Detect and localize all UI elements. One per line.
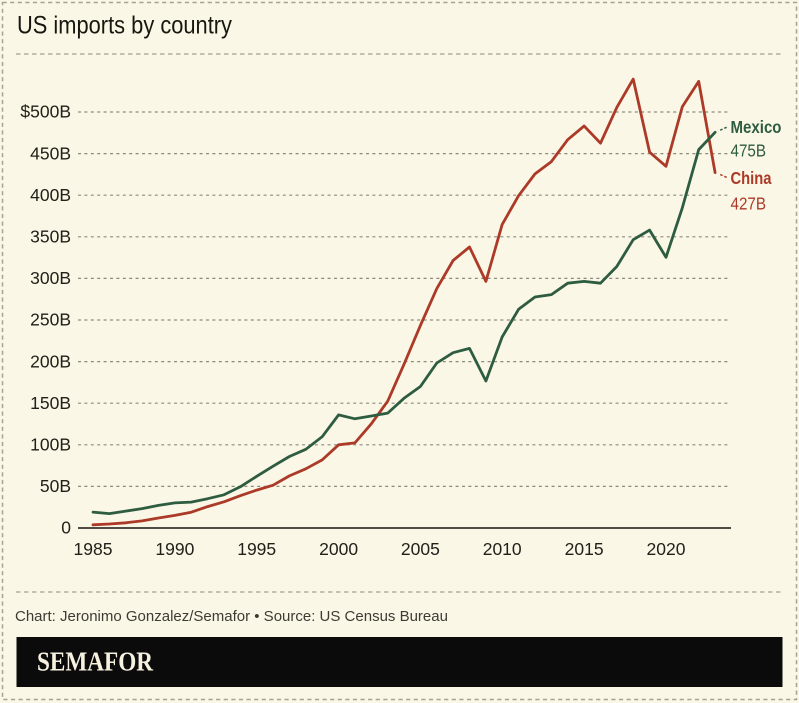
- svg-text:400B: 400B: [30, 185, 71, 205]
- svg-text:SEMAFOR: SEMAFOR: [37, 647, 153, 677]
- svg-text:350B: 350B: [30, 227, 71, 247]
- svg-text:427B: 427B: [731, 194, 767, 214]
- svg-text:2005: 2005: [401, 539, 440, 559]
- svg-text:450B: 450B: [30, 143, 71, 163]
- svg-text:100B: 100B: [30, 435, 71, 455]
- svg-text:China: China: [731, 168, 772, 188]
- svg-text:150B: 150B: [30, 393, 71, 413]
- svg-text:475B: 475B: [731, 140, 767, 160]
- svg-text:300B: 300B: [30, 268, 71, 288]
- svg-text:1985: 1985: [74, 539, 113, 559]
- svg-text:50B: 50B: [40, 476, 71, 496]
- svg-text:Chart: Jeronimo Gonzalez/Semaf: Chart: Jeronimo Gonzalez/Semafor • Sourc…: [15, 608, 448, 625]
- svg-text:0: 0: [61, 518, 71, 538]
- svg-text:2015: 2015: [565, 539, 604, 559]
- svg-text:2020: 2020: [647, 539, 686, 559]
- svg-text:2010: 2010: [483, 539, 522, 559]
- svg-text:250B: 250B: [30, 310, 71, 330]
- svg-text:Mexico: Mexico: [731, 117, 782, 137]
- svg-text:$500B: $500B: [20, 102, 71, 122]
- svg-text:200B: 200B: [30, 351, 71, 371]
- svg-text:US imports by country: US imports by country: [17, 12, 232, 40]
- svg-text:1990: 1990: [155, 539, 194, 559]
- svg-text:2000: 2000: [319, 539, 358, 559]
- svg-text:1995: 1995: [237, 539, 276, 559]
